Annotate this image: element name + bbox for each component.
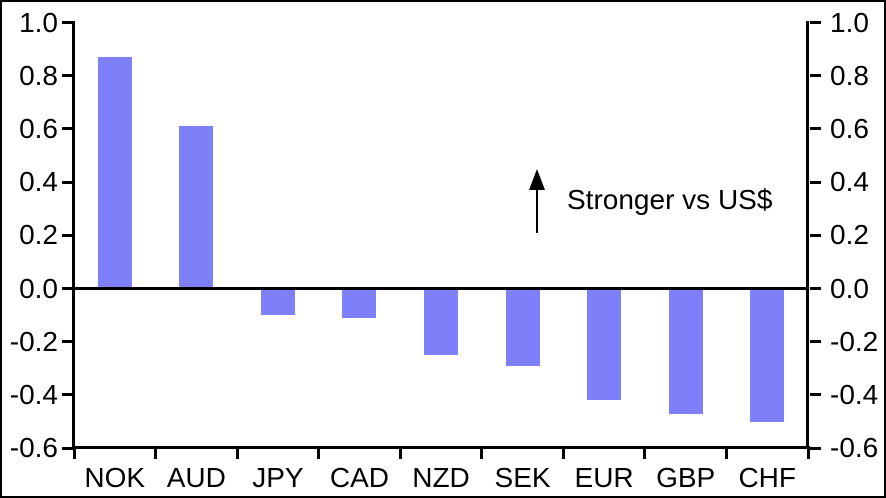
y-tick-label-right-0.8: 0.8 <box>830 59 869 91</box>
y-tick-label-left-0.0: 0.0 <box>19 272 58 304</box>
y-tick-left-0.6 <box>61 127 73 131</box>
y-tick-label-left-1.0: 1.0 <box>19 6 58 38</box>
bar-GBP <box>668 288 703 414</box>
x-tick-9 <box>806 446 810 459</box>
y-tick-label-right--0.6: -0.6 <box>830 432 879 464</box>
y-tick-right-0.0 <box>809 287 821 290</box>
y-tick-left-0.0 <box>61 287 73 290</box>
x-tick-7 <box>643 446 647 459</box>
bar-EUR <box>587 288 622 401</box>
y-tick-left--0.4 <box>61 393 73 397</box>
x-tick-3 <box>317 446 321 459</box>
zero-line <box>75 287 806 290</box>
x-category-label-EUR: EUR <box>574 462 634 493</box>
y-tick-left--0.2 <box>61 340 73 344</box>
y-tick-label-left-0.2: 0.2 <box>19 219 58 251</box>
y-tick-label-left--0.4: -0.4 <box>9 378 58 410</box>
y-tick-right--0.6 <box>809 446 821 450</box>
bar-NZD <box>424 288 458 355</box>
up-arrow-icon <box>529 169 545 190</box>
x-category-label-SEK: SEK <box>494 462 551 493</box>
x-category-label-NZD: NZD <box>412 462 470 493</box>
x-category-label-NOK: NOK <box>84 462 146 493</box>
y-tick-left-1.0 <box>61 21 73 24</box>
x-tick-6 <box>561 446 565 459</box>
y-tick-label-left--0.6: -0.6 <box>9 432 58 464</box>
x-tick-0 <box>72 446 76 459</box>
x-category-label-AUD: AUD <box>166 462 226 493</box>
bar-CHF <box>750 288 785 422</box>
bar-JPY <box>260 288 295 316</box>
y-tick-right--0.2 <box>809 340 821 344</box>
y-tick-right--0.4 <box>809 393 821 397</box>
y-tick-label-right-0.6: 0.6 <box>830 112 869 144</box>
y-tick-right-1.0 <box>809 21 821 24</box>
bar-CAD <box>342 288 377 318</box>
y-tick-label-right--0.4: -0.4 <box>830 378 879 410</box>
y-tick-left--0.6 <box>61 446 73 450</box>
x-category-label-CHF: CHF <box>738 462 796 493</box>
y-tick-label-right-1.0: 1.0 <box>830 6 869 38</box>
annotation-stronger-vs-usd: Stronger vs US$ <box>567 184 773 215</box>
y-tick-left-0.8 <box>61 74 73 78</box>
bar-SEK <box>505 288 540 366</box>
y-tick-label-right-0.0: 0.0 <box>830 272 869 304</box>
y-tick-label-left--0.2: -0.2 <box>9 325 58 357</box>
x-category-label-GBP: GBP <box>656 462 716 493</box>
y-axis-left <box>72 21 75 449</box>
x-axis-bottom <box>72 446 809 449</box>
x-tick-5 <box>480 446 484 459</box>
bar-NOK <box>97 57 132 289</box>
y-tick-label-right--0.2: -0.2 <box>830 325 879 357</box>
up-arrow-shaft <box>536 189 538 233</box>
y-tick-left-0.2 <box>61 233 73 237</box>
y-tick-right-0.4 <box>809 180 821 184</box>
y-tick-label-left-0.4: 0.4 <box>19 166 58 198</box>
y-tick-right-0.6 <box>809 127 821 131</box>
y-tick-right-0.2 <box>809 233 821 237</box>
y-axis-right <box>806 21 809 449</box>
x-tick-2 <box>235 446 239 459</box>
y-tick-left-0.4 <box>61 180 73 184</box>
x-tick-8 <box>724 446 728 459</box>
x-category-label-CAD: CAD <box>329 462 389 493</box>
x-category-label-JPY: JPY <box>252 462 304 493</box>
x-tick-4 <box>398 446 402 459</box>
bar-AUD <box>179 126 214 289</box>
y-tick-label-left-0.8: 0.8 <box>19 59 58 91</box>
x-tick-1 <box>154 446 158 459</box>
y-tick-label-right-0.4: 0.4 <box>830 166 869 198</box>
y-tick-right-0.8 <box>809 74 821 78</box>
y-tick-label-left-0.6: 0.6 <box>19 112 58 144</box>
y-tick-label-right-0.2: 0.2 <box>830 219 869 251</box>
